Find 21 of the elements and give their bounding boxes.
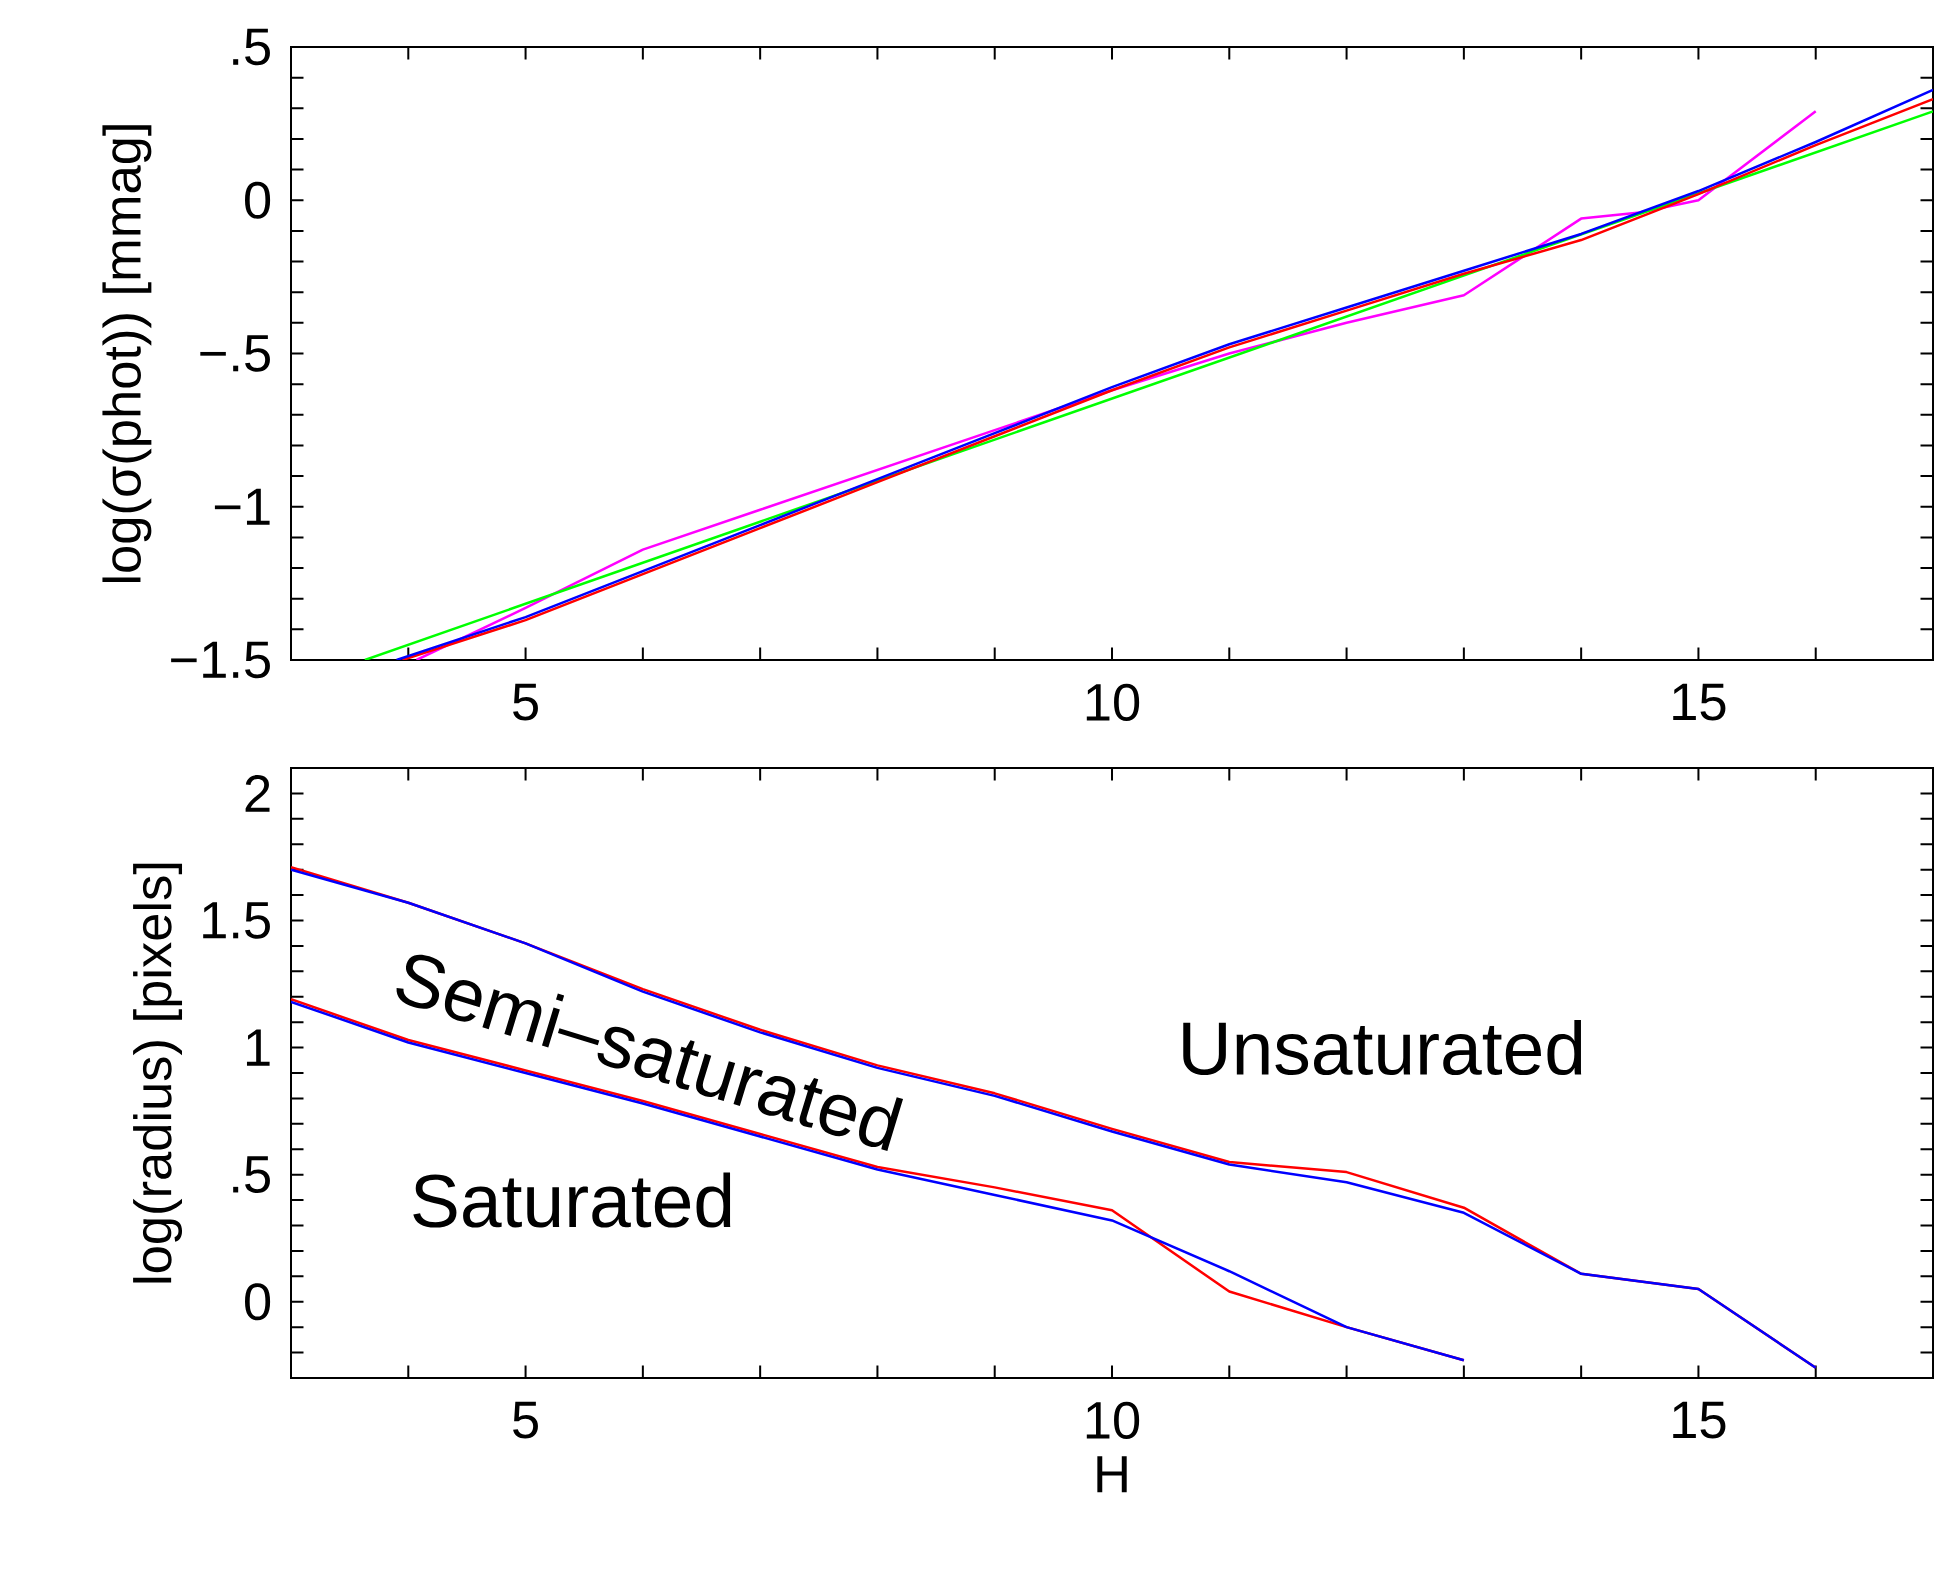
y-tick-label: .5 bbox=[233, 28, 270, 66]
x-tick-label: 15 bbox=[1673, 683, 1726, 721]
y-tick-label: 0 bbox=[245, 1283, 271, 1321]
y-tick-label: 1 bbox=[246, 1029, 270, 1066]
y-tick-label: −.5 bbox=[200, 335, 270, 372]
annotation: Unsaturated bbox=[1183, 1020, 1582, 1076]
annotation: Saturated bbox=[413, 1172, 731, 1228]
x-tick-label: 5 bbox=[513, 683, 538, 721]
y-tick-label: 2 bbox=[245, 775, 270, 812]
y-tick-label: 1.5 bbox=[203, 902, 270, 939]
y-axis-title: log(radius) [pixels] bbox=[133, 863, 183, 1283]
x-tick-label: 10 bbox=[1086, 1401, 1140, 1439]
y-tick-label: −1 bbox=[214, 488, 270, 525]
x-axis-title: H bbox=[1097, 1456, 1127, 1493]
x-tick-label: 10 bbox=[1086, 683, 1140, 721]
x-tick-label: 5 bbox=[513, 1401, 538, 1439]
y-axis-title: log(σ(phot)) [mmag] bbox=[102, 125, 152, 583]
y-tick-label: −1.5 bbox=[171, 641, 270, 679]
x-tick-label: 15 bbox=[1673, 1401, 1726, 1439]
y-tick-label: .5 bbox=[233, 1156, 270, 1193]
y-tick-label: 0 bbox=[245, 181, 271, 219]
